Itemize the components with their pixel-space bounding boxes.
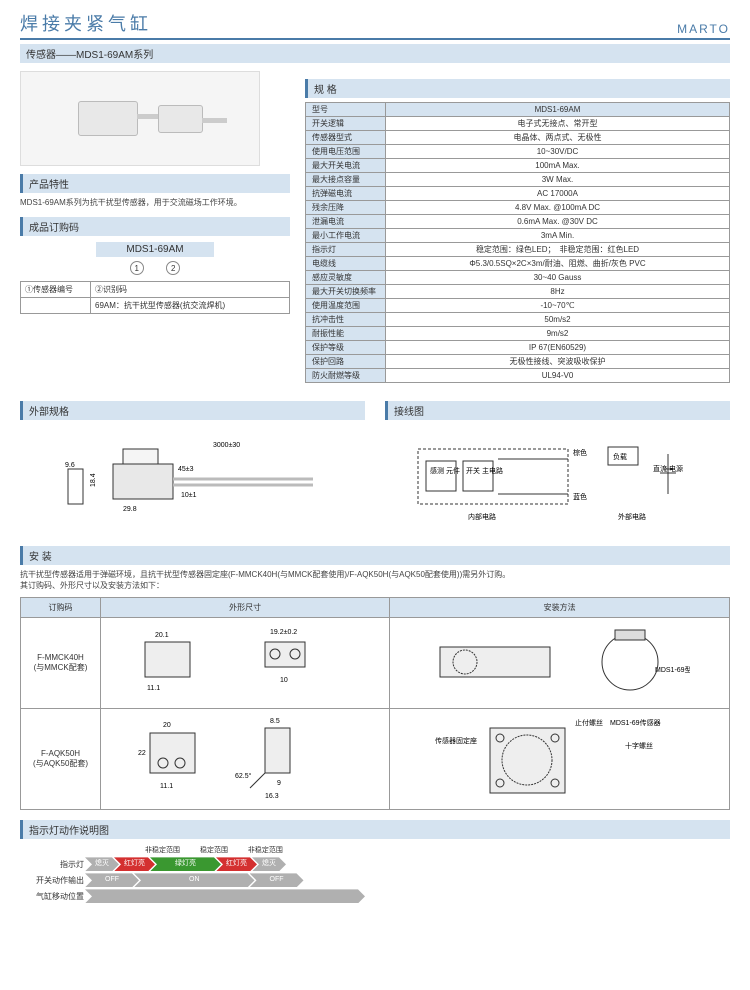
- svg-text:感测 元件: 感测 元件: [430, 466, 460, 475]
- led-indicator-row: 指示灯 熄灭 红灯亮 绿灯亮 红灯亮 熄灭: [20, 857, 730, 871]
- svg-text:MDS1-69型 传感器: MDS1-69型 传感器: [655, 665, 690, 674]
- svg-text:9.6: 9.6: [65, 462, 75, 469]
- svg-text:16.3: 16.3: [265, 793, 279, 800]
- brand-label: MARTO: [677, 22, 730, 36]
- svg-text:19.2±0.2: 19.2±0.2: [270, 629, 297, 636]
- svg-text:开关 主电路: 开关 主电路: [466, 466, 503, 475]
- ext-spec-hdr: 外部规格: [20, 401, 365, 420]
- install-hdr: 安 装: [20, 546, 730, 565]
- install-table: 订购码外形尺寸安装方法 F-MMCK40H (与MMCK配套) 20.1 11.…: [20, 597, 730, 810]
- page-title: 焊接夹紧气缸: [20, 10, 152, 36]
- svg-text:10±1: 10±1: [181, 492, 197, 499]
- dimension-drawing: 9.6 29.8 18.4 3000±30 45±3 10±1: [20, 424, 365, 534]
- led-output-row: 开关动作输出 OFF ON OFF: [20, 873, 730, 887]
- install-dim-2: 20 22 11.1 8.5 62.5° 9 16.3: [101, 709, 390, 810]
- install-code-1: F-MMCK40H (与MMCK配套): [21, 618, 101, 709]
- svg-text:11.1: 11.1: [147, 685, 160, 692]
- svg-text:11.1: 11.1: [160, 783, 173, 790]
- svg-text:3000±30: 3000±30: [213, 442, 240, 449]
- wiring-hdr: 接线图: [385, 401, 730, 420]
- svg-text:18.4: 18.4: [90, 473, 97, 487]
- order-table: ①传感器编号②识别码 69AM：抗干扰型传感器(抗交流焊机): [20, 281, 290, 314]
- svg-text:MDS1-69传感器: MDS1-69传感器: [610, 718, 661, 727]
- svg-text:止付螺丝: 止付螺丝: [575, 718, 603, 727]
- svg-text:62.5°: 62.5°: [235, 772, 252, 780]
- svg-text:8.5: 8.5: [270, 718, 280, 725]
- svg-text:10: 10: [280, 677, 288, 684]
- svg-text:蓝色: 蓝色: [573, 492, 587, 501]
- svg-text:传感器固定座: 传感器固定座: [435, 736, 477, 745]
- install-method-2: 传感器固定座 止付螺丝 MDS1-69传感器 十字螺丝: [390, 709, 730, 810]
- spec-table: 型号MDS1-69AM开关逻辑电子式无接点、常开型传感器型式电晶体、两点式、无极…: [305, 102, 730, 383]
- svg-text:22: 22: [138, 750, 146, 757]
- product-photo: [20, 71, 260, 166]
- order-num-1: 1: [130, 261, 144, 275]
- order-model: MDS1-69AM: [96, 242, 213, 257]
- svg-text:十字螺丝: 十字螺丝: [625, 741, 653, 750]
- install-note: 抗干扰型传感器适用于弹磁环境，且抗干扰型传感器固定座(F-MMCK40H(与MM…: [20, 569, 730, 591]
- svg-text:内部电路: 内部电路: [468, 512, 496, 521]
- svg-text:棕色: 棕色: [573, 448, 587, 457]
- order-code-hdr: 成品订购码: [20, 217, 290, 236]
- spec-hdr: 规 格: [305, 79, 730, 98]
- led-hdr: 指示灯动作说明图: [20, 820, 730, 839]
- svg-text:45±3: 45±3: [178, 466, 194, 473]
- install-code-2: F-AQK50H (与AQK50配套): [21, 709, 101, 810]
- svg-text:负载: 负载: [613, 452, 627, 461]
- order-num-2: 2: [166, 261, 180, 275]
- svg-text:外部电路: 外部电路: [618, 512, 646, 521]
- install-method-1: MDS1-69型 传感器: [390, 618, 730, 709]
- led-position-row: 气缸移动位置: [20, 889, 730, 903]
- subtitle: 传感器——MDS1-69AM系列: [20, 44, 730, 63]
- svg-text:9: 9: [277, 780, 281, 787]
- svg-text:29.8: 29.8: [123, 506, 137, 513]
- install-dim-1: 20.1 11.1 19.2±0.2 10: [101, 618, 390, 709]
- product-char-hdr: 产品特性: [20, 174, 290, 193]
- svg-text:20: 20: [163, 722, 171, 729]
- svg-text:20.1: 20.1: [155, 632, 169, 639]
- product-desc: MDS1-69AM系列为抗干扰型传感器，用于交流磁场工作环境。: [20, 197, 290, 209]
- wiring-diagram: 感测 元件 开关 主电路 棕色 蓝色 负载 直流 电源 内部电路 外部电路: [385, 424, 730, 534]
